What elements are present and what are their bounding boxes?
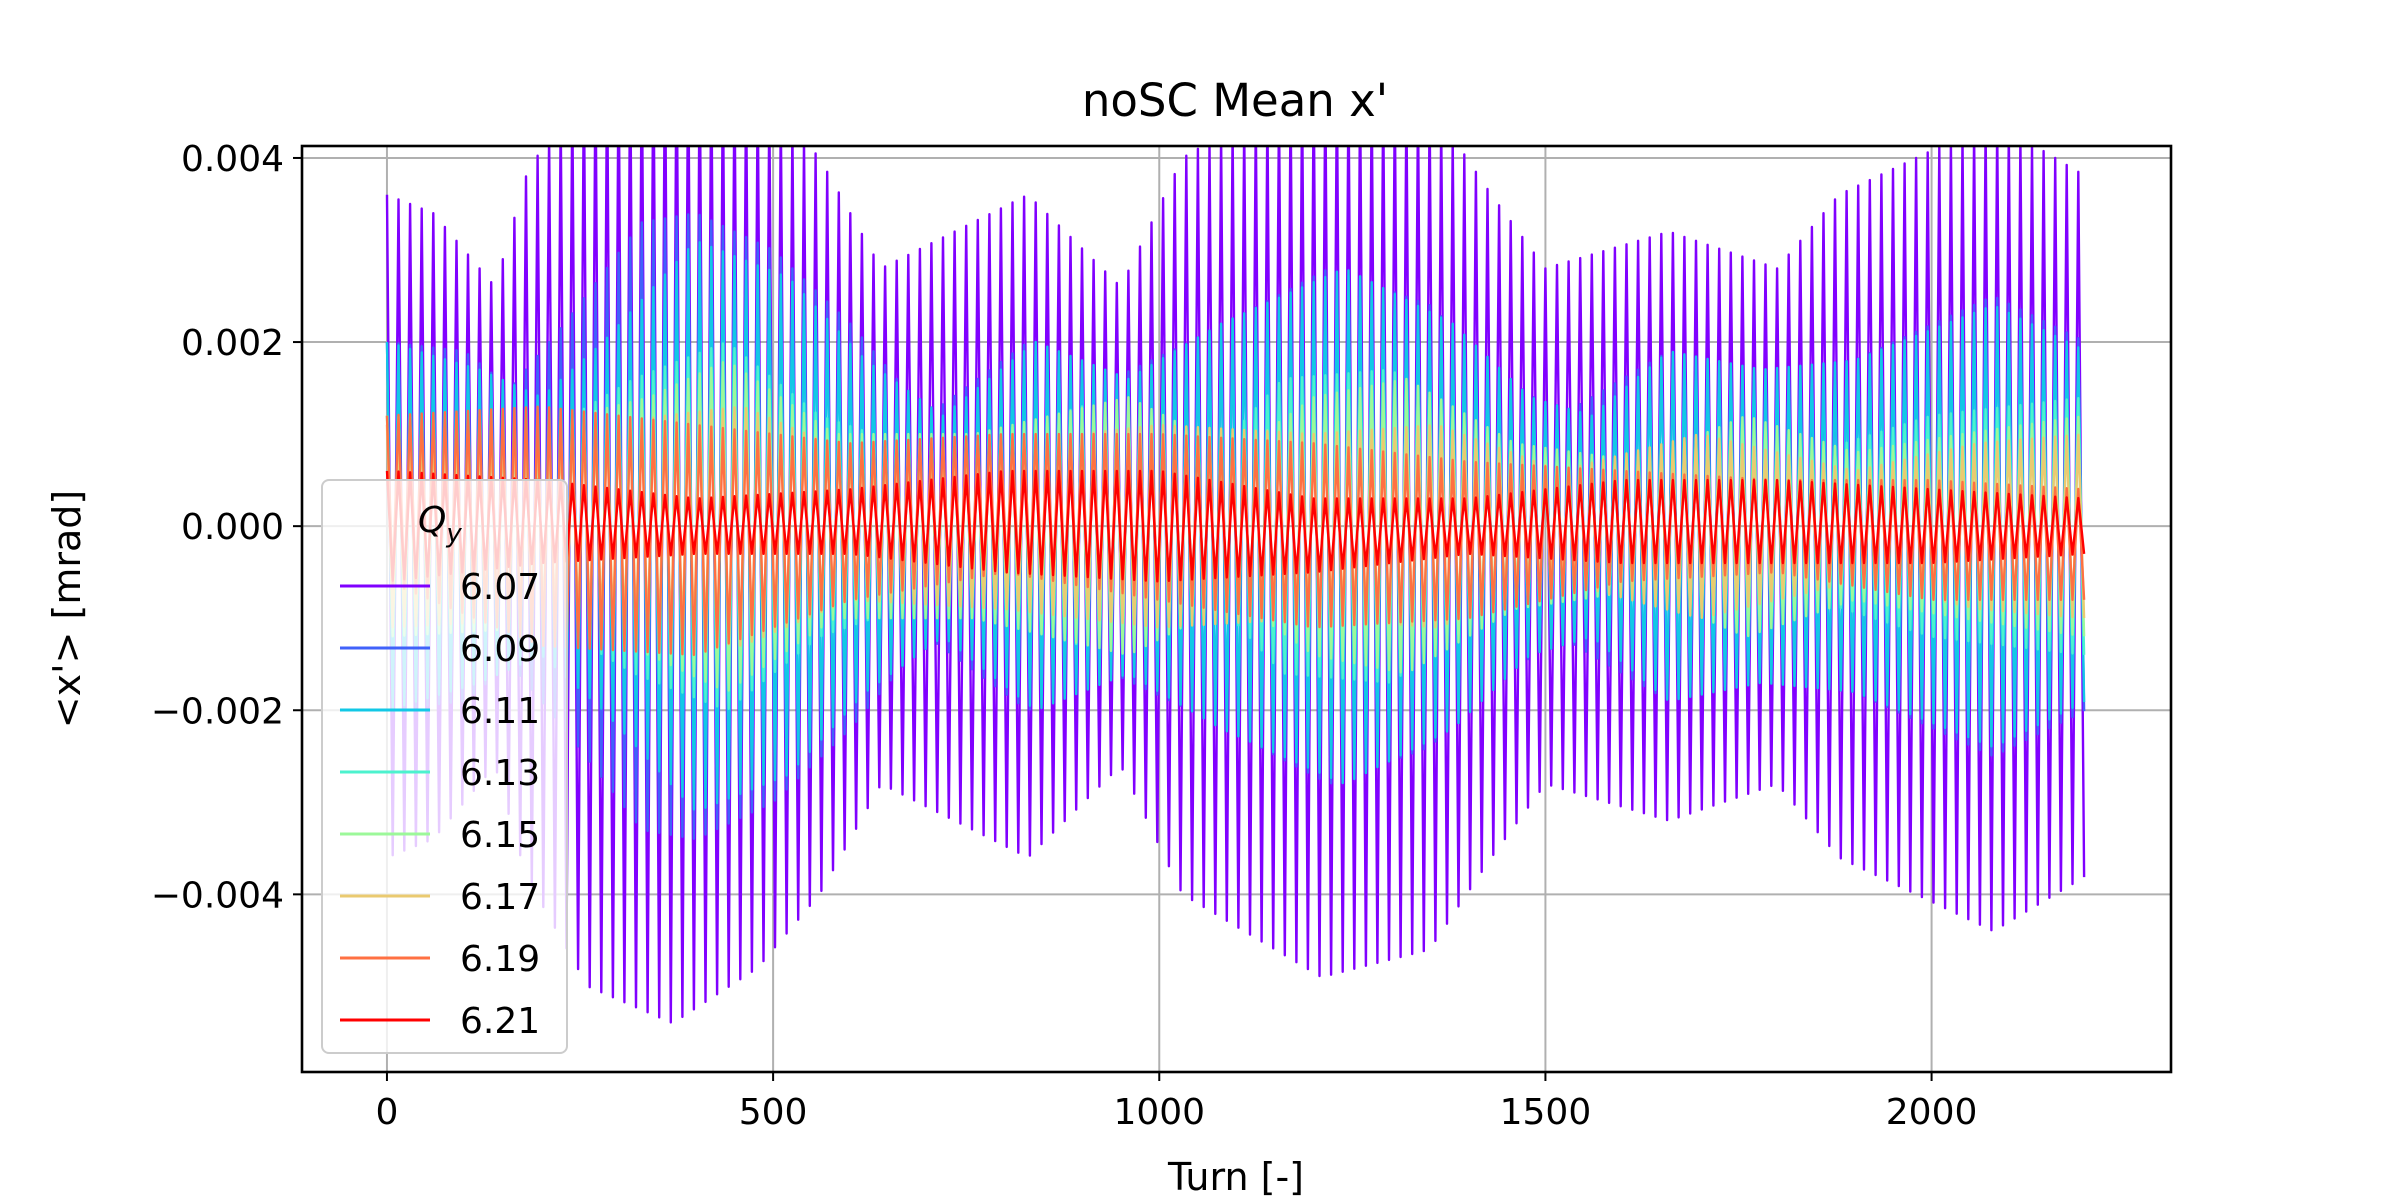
legend-label: 6.07 [460,567,540,608]
legend-item: 6.13 [340,753,540,794]
x-axis-label: Turn [-] [1167,1155,1304,1199]
legend-box [321,479,568,1054]
chart-title: noSC Mean x' [1082,74,1388,127]
y-tick-label: 0.004 [181,139,284,180]
y-tick-label: 0.000 [181,507,284,548]
legend-item: 6.21 [340,1001,540,1042]
legend-item: 6.15 [340,815,540,856]
legend-label: 6.11 [460,691,540,732]
legend-label: 6.21 [460,1001,540,1042]
x-tick-label: 2000 [1886,1092,1978,1133]
plot-area [300,144,2173,1074]
legend-label: 6.17 [460,877,540,918]
legend-item: 6.11 [340,691,540,732]
legend-label: 6.09 [460,629,540,670]
legend-item: 6.17 [340,877,540,918]
data-series [385,146,2086,1024]
x-tick-label: 500 [739,1092,808,1133]
y-tick-label: −0.004 [151,875,284,916]
legend-label: 6.13 [460,753,540,794]
x-tick-label: 1000 [1113,1092,1205,1133]
legend-item: 6.09 [340,629,540,670]
legend-item: 6.19 [340,939,540,980]
legend-items: 6.07 6.09 6.11 6.13 6.15 6.17 6.19 6.21 [340,567,540,1042]
axis-ticks: 0 500 1000 1500 2000 −0.004 −0.002 0.000 0.002 0.… [151,139,1978,1133]
x-tick-label: 1500 [1500,1092,1592,1133]
legend-title: Qy [418,500,462,549]
x-tick-label: 0 [376,1092,399,1133]
legend: Qy 6.07 6.09 6.11 6.13 6.15 6.17 6.19 6.21 [321,479,568,1054]
y-tick-label: 0.002 [181,323,284,364]
axes-frame [300,144,2173,1074]
legend-label: 6.19 [460,939,540,980]
legend-label: 6.15 [460,815,540,856]
legend-item: 6.07 [340,567,540,608]
y-axis-label: <x'> [mrad] [45,490,89,728]
y-tick-label: −0.002 [151,691,284,732]
series-line-6-21 [385,469,2086,583]
